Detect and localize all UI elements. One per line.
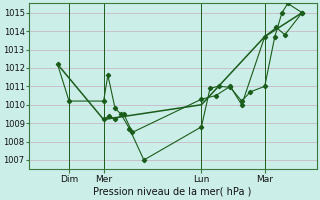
X-axis label: Pression niveau de la mer( hPa ): Pression niveau de la mer( hPa ) xyxy=(93,187,252,197)
